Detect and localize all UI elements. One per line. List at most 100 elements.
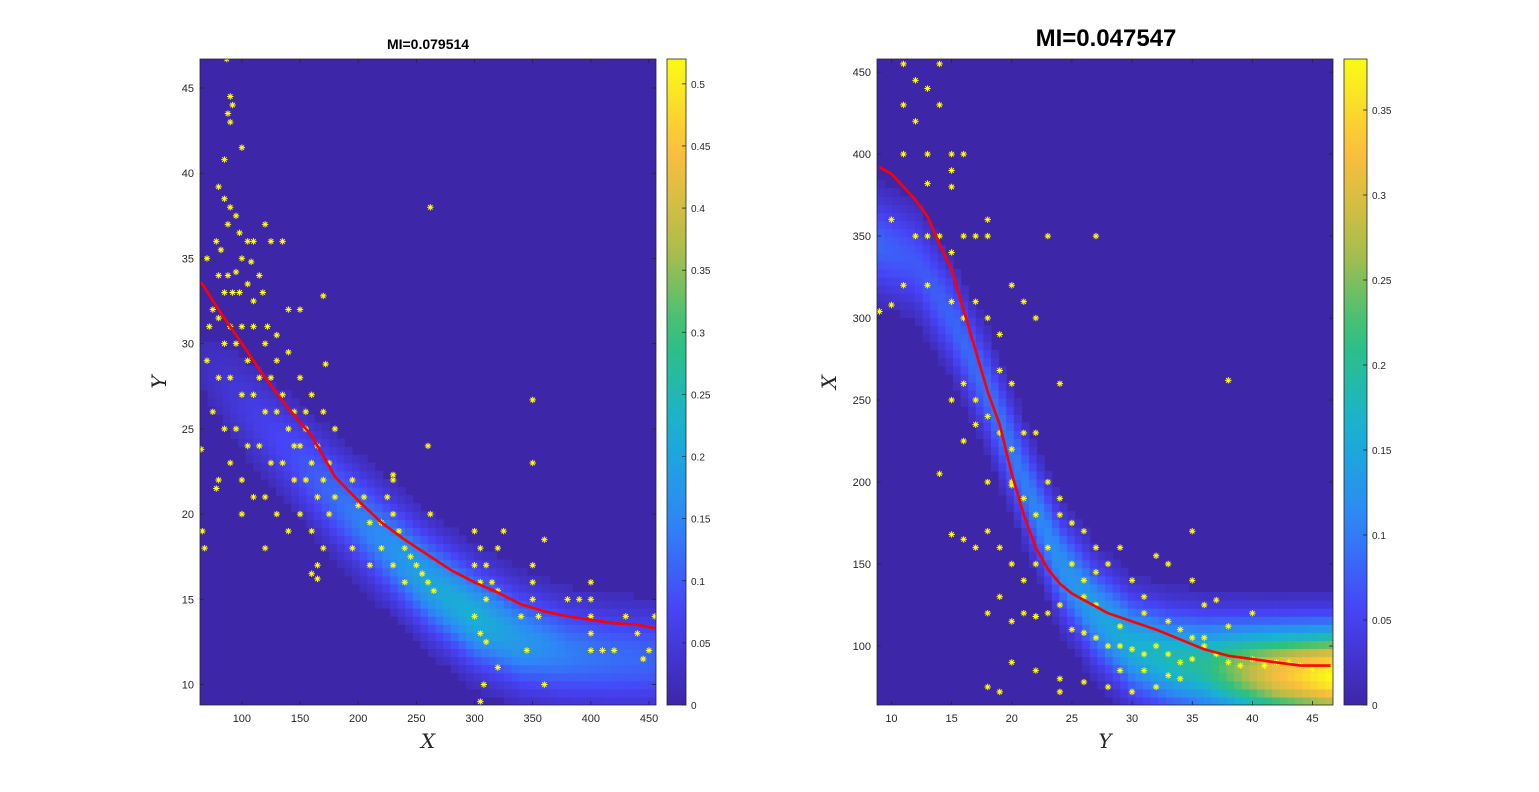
- density-cell: [428, 616, 437, 625]
- scatter-point: [1080, 593, 1088, 600]
- density-cell: [534, 575, 543, 585]
- density-cell: [640, 608, 649, 617]
- density-cell: [488, 608, 497, 617]
- density-cell: [1249, 640, 1258, 650]
- density-cell: [1203, 616, 1212, 625]
- density-cell: [915, 260, 924, 270]
- density-cell: [595, 632, 604, 641]
- x-tick-label: 40: [1246, 713, 1258, 725]
- scatter-point: [213, 485, 220, 492]
- density-cell: [207, 382, 216, 391]
- density-cell: [1196, 624, 1205, 633]
- density-cell: [1241, 696, 1250, 705]
- density-cell: [968, 406, 977, 415]
- density-cell: [580, 608, 589, 617]
- density-cell: [382, 600, 391, 609]
- density-cell: [306, 470, 315, 480]
- density-cell: [877, 188, 886, 197]
- density-cell: [314, 422, 323, 432]
- density-cell: [260, 390, 269, 399]
- density-cell: [1013, 398, 1022, 407]
- left-heatmap-plot[interactable]: [198, 56, 658, 706]
- density-cell: [640, 664, 649, 674]
- density-cell: [930, 244, 939, 254]
- density-cell: [496, 672, 505, 682]
- scatter-point: [302, 408, 310, 416]
- density-cell: [968, 382, 977, 391]
- density-cell: [907, 196, 916, 205]
- density-cell: [481, 600, 490, 609]
- density-cell: [892, 277, 901, 286]
- density-cell: [504, 600, 513, 609]
- density-cell: [390, 478, 399, 488]
- scatter-point: [279, 238, 286, 245]
- density-cell: [907, 204, 916, 214]
- density-cell: [450, 648, 459, 658]
- density-cell: [1272, 680, 1281, 690]
- scatter-point: [996, 429, 1003, 437]
- density-cell: [1105, 632, 1114, 641]
- density-cell: [336, 519, 345, 528]
- density-cell: [1325, 672, 1333, 682]
- density-cell: [473, 640, 482, 650]
- density-cell: [640, 624, 649, 633]
- density-cell: [443, 616, 452, 625]
- density-cell: [382, 486, 391, 496]
- density-cell: [397, 600, 406, 609]
- density-cell: [291, 414, 300, 423]
- density-cell: [230, 390, 239, 399]
- scatter-point: [296, 374, 304, 381]
- scatter-point: [384, 493, 391, 501]
- density-cell: [344, 503, 353, 512]
- density-cell: [458, 567, 467, 577]
- density-cell: [1226, 688, 1235, 698]
- density-cell: [884, 212, 893, 222]
- density-cell: [610, 664, 619, 674]
- density-cell: [1112, 688, 1121, 698]
- density-cell: [542, 656, 551, 666]
- density-cell: [1112, 575, 1121, 585]
- density-cell: [1150, 648, 1159, 658]
- density-cell: [534, 688, 543, 698]
- density-cell: [253, 462, 262, 472]
- scatter-point: [494, 587, 501, 594]
- density-cell: [1173, 664, 1182, 674]
- density-cell: [1112, 583, 1121, 593]
- density-cell: [991, 446, 1000, 456]
- density-cell: [899, 252, 908, 262]
- density-cell: [1264, 696, 1273, 705]
- density-cell: [321, 438, 330, 448]
- density-cell: [1143, 664, 1152, 674]
- density-cell: [321, 535, 330, 545]
- density-cell: [504, 656, 513, 666]
- density-cell: [390, 583, 399, 593]
- scatter-point: [1092, 568, 1100, 576]
- density-cell: [314, 470, 323, 480]
- right-heatmap-plot[interactable]: [876, 59, 1333, 706]
- density-cell: [1036, 478, 1045, 488]
- density-cell: [1067, 567, 1076, 577]
- density-cell: [374, 551, 383, 561]
- density-cell: [1257, 616, 1266, 625]
- density-cell: [877, 204, 886, 214]
- density-cell: [1272, 664, 1281, 674]
- density-cell: [534, 672, 543, 682]
- density-cell: [1120, 624, 1129, 633]
- scatter-point: [1080, 629, 1088, 637]
- density-cell: [450, 632, 459, 641]
- scatter-point: [261, 493, 269, 501]
- density-cell: [1089, 632, 1098, 641]
- density-cell: [298, 430, 307, 440]
- density-cell: [450, 656, 459, 666]
- density-cell: [253, 382, 262, 391]
- density-cell: [1105, 624, 1114, 633]
- density-cell: [1074, 632, 1083, 641]
- density-cell: [625, 664, 634, 674]
- density-cell: [1006, 454, 1015, 464]
- left-x-ticks: 100 150 200 250 300 350 400 450: [233, 59, 658, 725]
- density-cell: [945, 365, 954, 375]
- density-cell: [1158, 664, 1167, 674]
- density-cell: [443, 656, 452, 666]
- scatter-point: [972, 232, 979, 240]
- density-cell: [481, 688, 490, 698]
